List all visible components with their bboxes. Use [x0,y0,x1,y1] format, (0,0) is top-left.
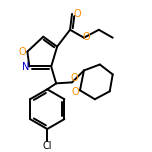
Text: O: O [19,47,26,57]
Text: O: O [71,87,79,97]
Text: O: O [73,9,81,19]
Text: Cl: Cl [42,141,52,151]
Text: N: N [22,62,29,73]
Text: O: O [82,32,90,42]
Text: O: O [70,73,78,83]
